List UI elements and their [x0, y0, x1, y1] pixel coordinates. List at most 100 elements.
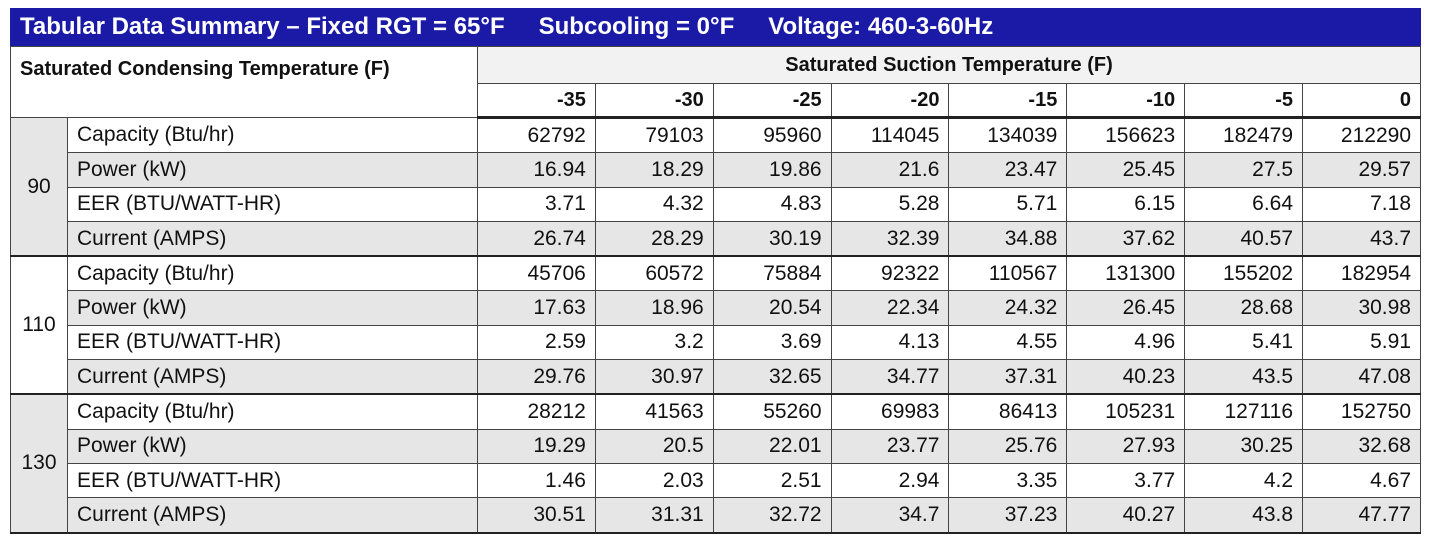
cell-value: 26.45: [1066, 290, 1186, 326]
summary: Tabular Data Summary – Fixed RGT = 65°F S…: [9, 8, 1421, 534]
cell-value: 21.6: [830, 152, 950, 188]
cell-value: 34.88: [948, 220, 1068, 258]
data-row: EER (BTU/WATT-HR) 2.59 3.2 3.69 4.13 4.55 4.96…: [11, 324, 1421, 361]
cell-value: 41563: [594, 393, 714, 430]
cell-value: 4.83: [712, 186, 832, 222]
data-row: Power (kW) 17.63 18.96 20.54 22.34 24.32 26.45…: [11, 290, 1421, 326]
cell-value: 28212: [477, 393, 596, 430]
cell-value: 27.93: [1066, 428, 1186, 464]
title: Tabular Data Summary – Fixed RGT = 65°F: [20, 13, 505, 40]
cell-value: 182479: [1184, 116, 1304, 154]
cell-value: 30.25: [1184, 428, 1304, 464]
cell-value: 40.57: [1184, 220, 1304, 258]
cell-value: 30.51: [477, 497, 596, 534]
cell-value: 110567: [948, 255, 1068, 292]
row-label: Capacity (Btu/hr): [66, 393, 479, 430]
cell-value: 19.86: [712, 152, 832, 188]
cell-value: 4.2: [1184, 462, 1304, 499]
cell-value: 23.77: [830, 428, 950, 464]
cell-value: 105231: [1066, 393, 1186, 430]
cell-value: 47.77: [1302, 497, 1421, 534]
cell-value: 18.96: [594, 290, 714, 326]
row-label: Power (kW): [66, 428, 479, 464]
cell-value: 92322: [830, 255, 950, 292]
cell-value: 31.31: [594, 497, 714, 534]
column-header: -30: [594, 83, 714, 119]
cell-value: 32.65: [712, 359, 832, 396]
cell-value: 37.23: [948, 497, 1068, 534]
header-row: Saturated Condensing Temperature (F) Sat…: [9, 46, 1421, 118]
cell-value: 4.13: [830, 324, 950, 361]
row-label: EER (BTU/WATT-HR): [66, 462, 479, 499]
column-header: -25: [712, 83, 832, 119]
row-label: Current (AMPS): [66, 220, 479, 258]
cell-value: 28.68: [1184, 290, 1304, 326]
corner-header: Saturated Condensing Temperature (F): [9, 46, 479, 118]
cell-value: 27.5: [1184, 152, 1304, 188]
cell-value: 3.77: [1066, 462, 1186, 499]
cell-value: 40.23: [1066, 359, 1186, 396]
cell-value: 29.76: [477, 359, 596, 396]
cell-value: 3.2: [594, 324, 714, 361]
cell-value: 20.5: [594, 428, 714, 464]
cell-value: 40.27: [1066, 497, 1186, 534]
data-row: EER (BTU/WATT-HR) 1.46 2.03 2.51 2.94 3.35 3.7…: [11, 462, 1421, 499]
cell-value: 32.72: [712, 497, 832, 534]
cell-value: 43.5: [1184, 359, 1304, 396]
title-bar: Tabular Data Summary – Fixed RGT = 65°F S…: [10, 8, 1421, 46]
cell-value: 182954: [1302, 255, 1421, 292]
data-row: Current (AMPS) 30.51 31.31 32.72 34.7 37.23 40…: [11, 497, 1421, 534]
cell-value: 79103: [594, 116, 714, 154]
cell-value: 7.18: [1302, 186, 1421, 222]
cell-value: 3.35: [948, 462, 1068, 499]
row-label: EER (BTU/WATT-HR): [66, 186, 479, 222]
cell-value: 20.54: [712, 290, 832, 326]
subcooling: Subcooling = 0°F: [538, 13, 735, 40]
cell-value: 47.08: [1302, 359, 1421, 396]
data-table: Saturated Condensing Temperature (F) Sat…: [9, 46, 1421, 534]
cell-value: 212290: [1302, 116, 1421, 154]
cell-value: 1.46: [477, 462, 596, 499]
cell-value: 5.41: [1184, 324, 1304, 361]
data-row: Power (kW) 19.29 20.5 22.01 23.77 25.76 27.93 3…: [11, 428, 1421, 464]
cell-value: 114045: [830, 116, 950, 154]
cell-value: 16.94: [477, 152, 596, 188]
cell-value: 4.55: [948, 324, 1068, 361]
cell-value: 3.71: [477, 186, 596, 222]
group-label: 130: [10, 393, 68, 534]
cell-value: 4.67: [1302, 462, 1421, 499]
column-header: -10: [1066, 83, 1186, 119]
cell-value: 26.74: [477, 220, 596, 258]
data-row: Power (kW) 16.94 18.29 19.86 21.6 23.47 25.45 2…: [11, 152, 1421, 188]
cell-value: 45706: [477, 255, 596, 292]
data-row: EER (BTU/WATT-HR) 3.71 4.32 4.83 5.28 5.71 6.1…: [11, 186, 1421, 222]
cell-value: 19.29: [477, 428, 596, 464]
cell-value: 5.91: [1302, 324, 1421, 361]
cell-value: 152750: [1302, 393, 1421, 430]
cell-value: 23.47: [948, 152, 1068, 188]
cell-value: 25.76: [948, 428, 1068, 464]
cell-value: 55260: [712, 393, 832, 430]
cell-value: 86413: [948, 393, 1068, 430]
data-row: 130 Capacity (Btu/hr) 28212 41563 55260 69983…: [10, 393, 1421, 534]
cell-value: 6.15: [1066, 186, 1186, 222]
cell-value: 24.32: [948, 290, 1068, 326]
cell-value: 30.19: [712, 220, 832, 258]
row-label: Power (kW): [66, 152, 479, 188]
cell-value: 29.57: [1302, 152, 1421, 188]
column-group-header: Saturated Suction Temperature (F): [477, 46, 1421, 84]
cell-value: 43.8: [1184, 497, 1304, 534]
cell-value: 134039: [948, 116, 1068, 154]
cell-value: 131300: [1066, 255, 1186, 292]
cell-value: 2.51: [712, 462, 832, 499]
cell-value: 17.63: [477, 290, 596, 326]
cell-value: 4.32: [594, 186, 714, 222]
cell-value: 6.64: [1184, 186, 1304, 222]
cell-value: 155202: [1184, 255, 1304, 292]
cell-value: 34.77: [830, 359, 950, 396]
cell-value: 60572: [594, 255, 714, 292]
cell-value: 25.45: [1066, 152, 1186, 188]
column-header: -35: [477, 83, 596, 119]
column-header: -5: [1184, 83, 1304, 119]
